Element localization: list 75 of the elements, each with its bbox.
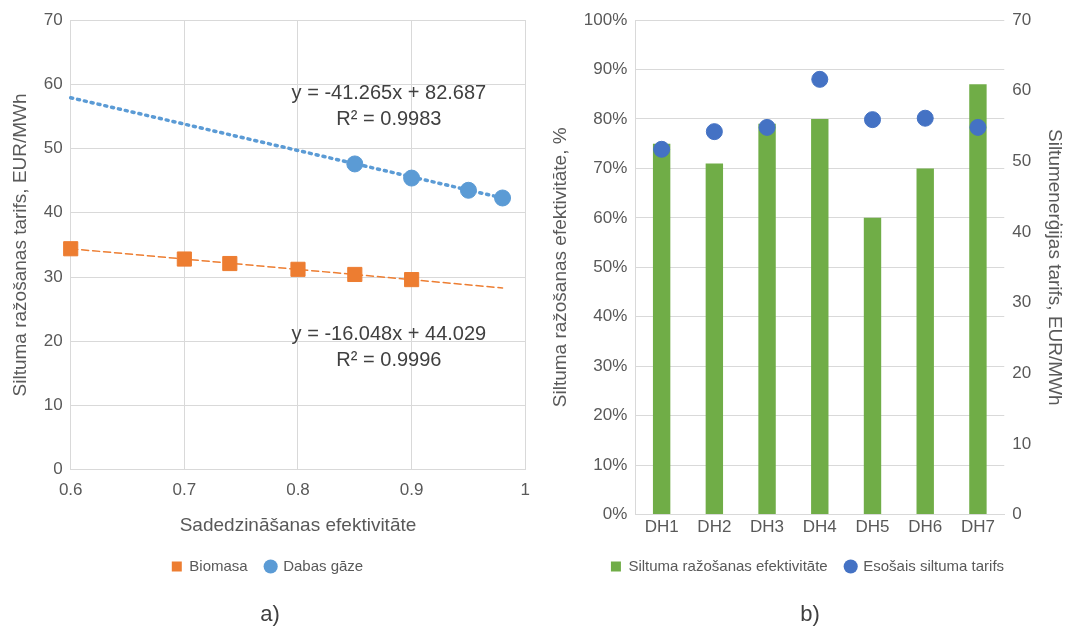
y-tick-label: 20 xyxy=(43,330,63,350)
x-axis-title: Sadedzināšanas efektivitāte xyxy=(179,513,417,535)
y2-tick-label: 10 xyxy=(1012,433,1032,453)
bar xyxy=(758,123,776,515)
y-tick-label: 60% xyxy=(593,207,628,227)
x-tick-label: 0.7 xyxy=(172,479,197,499)
y-tick-label: 90% xyxy=(593,59,628,79)
y-tick-label: 0 xyxy=(53,459,63,479)
y-tick-label: 80% xyxy=(593,108,628,128)
y2-tick-label: 60 xyxy=(1012,80,1032,100)
y-tick-label: 20% xyxy=(593,405,628,425)
point xyxy=(222,255,238,272)
legend-label: Esošais siltuma tarifs xyxy=(863,556,1005,574)
legend-label: Biomasa xyxy=(189,556,249,574)
y-tick-label: 10 xyxy=(43,395,63,415)
x-tick-label: DH6 xyxy=(908,517,943,537)
point xyxy=(705,123,723,141)
y-tick-label: 50 xyxy=(43,138,63,158)
y-tick-label: 70 xyxy=(43,9,63,29)
bar xyxy=(916,168,934,515)
x-tick-label: 0.9 xyxy=(399,479,424,499)
y-tick-label: 60 xyxy=(43,73,63,93)
point xyxy=(404,272,420,288)
annotation: y = -41.265x + 82.687 R² = 0.9983 xyxy=(291,81,487,130)
y-axis-title: Siltuma ražošanas efektivitāte, % xyxy=(548,127,570,408)
annotation: y = -16.048x + 44.029 R² = 0.9996 xyxy=(291,322,487,371)
point xyxy=(916,109,934,127)
x-tick-label: DH2 xyxy=(697,517,732,537)
x-tick-label: 1 xyxy=(520,479,531,499)
point xyxy=(176,251,192,267)
point xyxy=(347,266,363,283)
y-tick-label: 70% xyxy=(593,158,628,178)
x-tick-label: 0.6 xyxy=(58,479,83,499)
text: a) xyxy=(259,600,281,628)
y-tick-label: 30% xyxy=(593,355,628,375)
x-tick-label: DH4 xyxy=(802,517,837,537)
y2-tick-label: 0 xyxy=(1012,504,1022,524)
y-axis-title: Siltuma ražošanas tarifs, EUR/MWh xyxy=(8,93,30,397)
y-tick-label: 50% xyxy=(593,256,628,276)
x-tick-label: DH3 xyxy=(750,517,785,537)
point xyxy=(864,111,881,129)
bar xyxy=(811,118,829,515)
y-tick-label: 40% xyxy=(593,306,628,326)
point xyxy=(459,181,477,199)
point xyxy=(290,261,306,277)
legend-label: Dabas gāze xyxy=(283,556,364,574)
point xyxy=(403,169,421,187)
point xyxy=(63,241,79,257)
y-tick-label: 10% xyxy=(593,454,628,474)
bar xyxy=(652,143,671,515)
x-tick-label: DH1 xyxy=(644,517,679,537)
y-tick-label: 100% xyxy=(583,9,628,29)
y-tick-label: 0% xyxy=(602,504,628,524)
x-tick-label: DH5 xyxy=(855,517,890,537)
point xyxy=(653,140,671,158)
y2-tick-label: 20 xyxy=(1012,362,1032,382)
x-tick-label: 0.8 xyxy=(286,479,310,499)
y-tick-label: 30 xyxy=(43,266,63,286)
bar xyxy=(863,217,882,515)
point xyxy=(346,155,364,173)
y2-tick-label: 40 xyxy=(1012,221,1032,241)
legend-label: Siltuma ražošanas efektivitāte xyxy=(628,556,828,574)
y2-tick-label: 30 xyxy=(1012,292,1032,312)
point xyxy=(811,70,829,88)
y2-tick-label: 70 xyxy=(1012,9,1032,29)
bar xyxy=(969,84,987,515)
bar xyxy=(705,163,724,515)
y-tick-label: 40 xyxy=(43,202,63,222)
point xyxy=(969,118,987,136)
point xyxy=(758,118,776,136)
y2-tick-label: 50 xyxy=(1012,151,1032,170)
y2-axis-title: Siltumenerģijas tarifs, EUR/MWh xyxy=(1045,128,1067,406)
text: b) xyxy=(799,600,821,628)
x-tick-label: DH7 xyxy=(960,517,995,537)
point xyxy=(494,189,512,207)
